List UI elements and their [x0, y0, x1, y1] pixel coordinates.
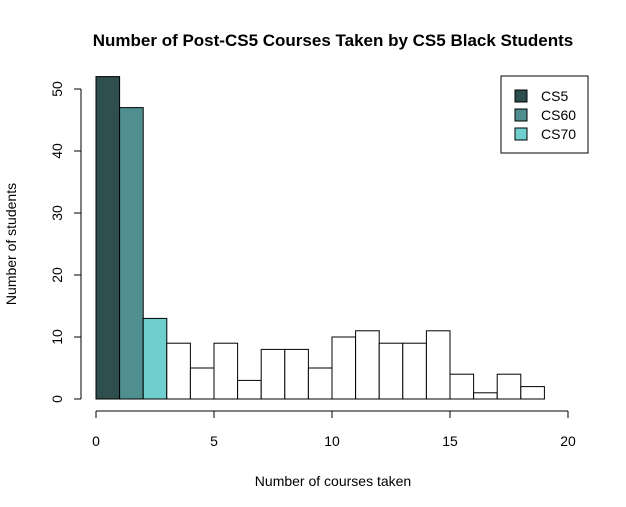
histogram-bar-12 — [378, 342, 404, 400]
histogram-bar-2 — [142, 317, 168, 400]
legend-swatch — [514, 127, 528, 141]
histogram-bar-6 — [237, 379, 262, 400]
bars-group — [95, 76, 545, 400]
legend-swatch — [514, 108, 528, 122]
x-tick-label: 10 — [324, 433, 340, 449]
legend-label: CS5 — [541, 88, 568, 104]
histogram-bar-17 — [496, 373, 522, 400]
x-tick-label: 0 — [92, 433, 100, 449]
x-tick-label: 20 — [560, 433, 576, 449]
histogram-bar-14 — [425, 330, 451, 400]
histogram-bar-5 — [213, 342, 239, 400]
y-axis: 0 10 20 30 40 50 — [49, 81, 82, 403]
histogram-bar-4 — [189, 367, 215, 400]
histogram-bar-9 — [307, 367, 333, 400]
histogram-bar-8 — [284, 348, 309, 400]
x-axis-label: Number of courses taken — [255, 473, 411, 489]
x-axis: 0 5 10 15 20 — [92, 410, 576, 449]
histogram-bar-11 — [355, 330, 380, 400]
histogram-bar-10 — [331, 336, 357, 400]
legend-swatch — [514, 89, 528, 103]
histogram-bar-15 — [449, 373, 475, 400]
histogram-bar-7 — [260, 348, 286, 400]
histogram-bar-0 — [95, 76, 121, 400]
histogram-bar-18 — [520, 386, 545, 400]
legend: CS5 CS60 CS70 — [500, 75, 589, 154]
y-tick-label: 40 — [49, 143, 65, 159]
chart-title: Number of Post-CS5 Courses Taken by CS5 … — [93, 31, 574, 50]
y-tick-label: 20 — [49, 267, 65, 283]
histogram-bar-3 — [166, 342, 191, 400]
histogram-bar-16 — [473, 392, 498, 400]
y-axis-label: Number of students — [3, 183, 19, 305]
legend-label: CS60 — [541, 107, 576, 123]
legend-label: CS70 — [541, 126, 576, 142]
histogram-bar-13 — [402, 342, 427, 400]
y-tick-label: 0 — [49, 395, 65, 403]
y-tick-label: 10 — [49, 329, 65, 345]
x-tick-label: 5 — [210, 433, 218, 449]
histogram-bar-1 — [119, 107, 144, 400]
y-tick-label: 30 — [49, 205, 65, 221]
x-tick-label: 15 — [442, 433, 458, 449]
y-tick-label: 50 — [49, 81, 65, 97]
